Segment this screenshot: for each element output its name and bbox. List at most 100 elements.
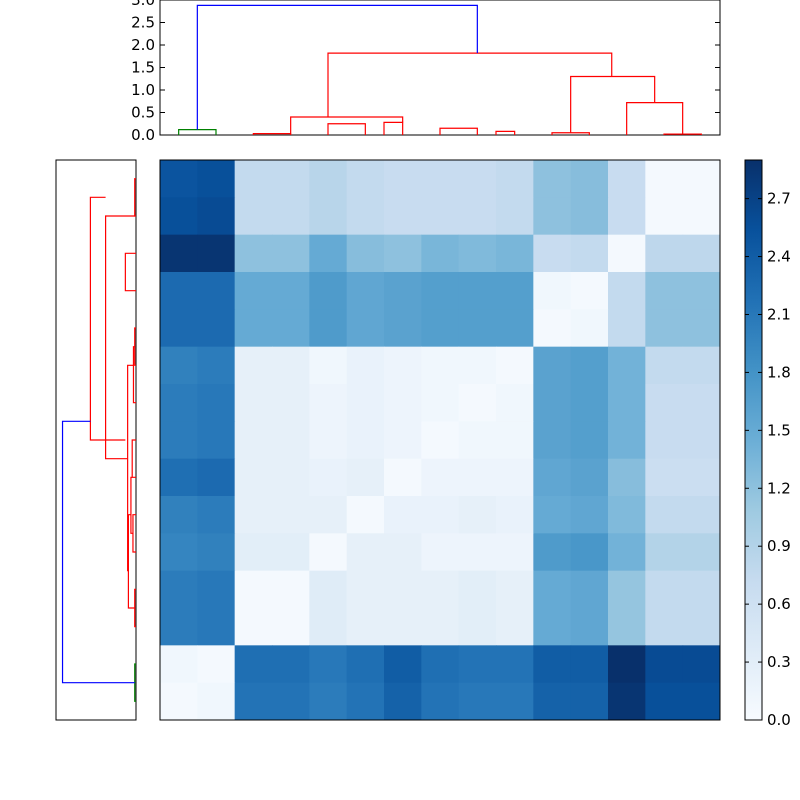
heatmap-cell-r10-c1 <box>197 533 236 572</box>
heatmap-cell-r7-c12 <box>608 421 646 460</box>
left-dendrogram-link-8 <box>127 514 135 609</box>
heatmap-cell-r8-c11 <box>570 458 609 497</box>
heatmap-cell-r6-c8 <box>458 384 497 422</box>
heatmap-cell-r2-c10 <box>533 234 572 273</box>
heatmap-cell-r12-c9 <box>496 608 534 646</box>
heatmap-cell-r2-c8 <box>458 234 497 273</box>
heatmap-cell-r14-c0 <box>160 682 198 721</box>
heatmap-cell-r4-c1 <box>197 309 236 348</box>
heatmap-cell-r11-c12 <box>608 570 646 609</box>
heatmap-cell-r11-c3 <box>272 570 310 609</box>
heatmap-cell-r8-c7 <box>421 458 460 497</box>
heatmap-cell-r14-c4 <box>309 682 348 721</box>
heatmap-cell-r12-c7 <box>421 608 460 646</box>
heatmap-cell-r9-c6 <box>384 496 422 534</box>
heatmap-cell-r3-c2 <box>234 272 273 310</box>
top-dendrogram-tick-label-0: 0.0 <box>131 126 155 144</box>
heatmap-cell-r0-c10 <box>533 160 572 198</box>
heatmap-cell-r6-c6 <box>384 384 422 422</box>
top-dendrogram-link-2 <box>327 123 366 135</box>
heatmap-cell-r11-c0 <box>160 570 198 609</box>
heatmap-cell-r7-c11 <box>570 421 609 460</box>
heatmap-cell-r1-c8 <box>458 197 497 236</box>
heatmap-cell-r12-c2 <box>234 608 273 646</box>
top-dendrogram-tick-label-3: 1.5 <box>131 59 155 77</box>
top-dendrogram-y-ticks: 0.0 0.5 1.0 1.5 2.0 2.5 3.0 <box>131 0 720 144</box>
heatmap-cell-r5-c5 <box>346 346 385 385</box>
heatmap-cell-r4-c12 <box>608 309 646 348</box>
heatmap-cell-r12-c10 <box>533 608 572 646</box>
left-dendrogram-link-0 <box>134 178 136 217</box>
heatmap-cell-r0-c4 <box>309 160 348 198</box>
heatmap-cell-r14-c13 <box>645 682 684 721</box>
heatmap-cell-r10-c7 <box>421 533 460 572</box>
heatmap-cell-r9-c2 <box>234 496 273 534</box>
heatmap-cell-r14-c6 <box>384 682 422 721</box>
heatmap-cell-r4-c3 <box>272 309 310 348</box>
heatmap-cell-r14-c7 <box>421 682 460 721</box>
heatmap-cell-r3-c7 <box>421 272 460 310</box>
heatmap-cell-r6-c10 <box>533 384 572 422</box>
top-dendrogram-link-1 <box>252 133 292 135</box>
heatmap-cell-r1-c7 <box>421 197 460 236</box>
heatmap-cell-r0-c6 <box>384 160 422 198</box>
heatmap-cell-r11-c14 <box>682 570 721 609</box>
heatmap-cell-r13-c13 <box>645 645 684 684</box>
heatmap-cell-r5-c2 <box>234 346 273 385</box>
heatmap-cell-r11-c5 <box>346 570 385 609</box>
heatmap-cell-r9-c8 <box>458 496 497 534</box>
colorbar-tick-label-8: 2.4 <box>767 248 791 266</box>
heatmap-cell-r2-c4 <box>309 234 348 273</box>
top-dendrogram-link-6 <box>290 116 404 134</box>
heatmap-cell-r5-c4 <box>309 346 348 385</box>
heatmap-cell-r0-c7 <box>421 160 460 198</box>
heatmap-cell-r3-c13 <box>645 272 684 310</box>
heatmap-cell-r0-c14 <box>682 160 721 198</box>
heatmap-cell-r14-c14 <box>682 682 721 721</box>
heatmap-cell-r6-c5 <box>346 384 385 422</box>
heatmap-cell-r12-c14 <box>682 608 721 646</box>
heatmap-cell-r13-c0 <box>160 645 198 684</box>
heatmap-cell-r11-c13 <box>645 570 684 609</box>
heatmap-cell-r13-c6 <box>384 645 422 684</box>
heatmap-cell-r0-c3 <box>272 160 310 198</box>
top-dendrogram-tick-label-4: 2.0 <box>131 36 155 54</box>
heatmap-cell-r8-c9 <box>496 458 534 497</box>
top-dendrogram-link-9 <box>626 101 684 135</box>
heatmap-cell-r10-c11 <box>570 533 609 572</box>
top-dendrogram: 0.0 0.5 1.0 1.5 2.0 2.5 3.0 <box>131 0 721 144</box>
left-dendrogram-link-3 <box>132 346 136 404</box>
heatmap-cell-r6-c1 <box>197 384 236 422</box>
heatmap-cell-r12-c0 <box>160 608 198 646</box>
heatmap-cell-r11-c4 <box>309 570 348 609</box>
heatmap-cell-r9-c13 <box>645 496 684 534</box>
heatmap-cell-r12-c5 <box>346 608 385 646</box>
heatmap-cell-r11-c9 <box>496 570 534 609</box>
heatmap-cell-r14-c2 <box>234 682 273 721</box>
heatmap-cell-r6-c4 <box>309 384 348 422</box>
heatmap-cell-r8-c2 <box>234 458 273 497</box>
heatmap-frame <box>159 159 721 721</box>
left-dendrogram-link-1 <box>124 252 136 292</box>
heatmap-cell-r2-c12 <box>608 234 646 273</box>
heatmap-cell-r13-c7 <box>421 645 460 684</box>
heatmap-cell-r4-c2 <box>234 309 273 348</box>
heatmap-cell-r11-c1 <box>197 570 236 609</box>
heatmap-cell-r9-c0 <box>160 496 198 534</box>
heatmap-cell-r1-c2 <box>234 197 273 236</box>
heatmap-cell-r0-c5 <box>346 160 385 198</box>
heatmap-cells <box>160 160 721 721</box>
top-dendrogram-links <box>178 4 702 135</box>
heatmap-cell-r8-c14 <box>682 458 721 497</box>
heatmap-cell-r4-c6 <box>384 309 422 348</box>
heatmap-cell-r10-c10 <box>533 533 572 572</box>
heatmap-cell-r11-c7 <box>421 570 460 609</box>
heatmap-cell-r3-c3 <box>272 272 310 310</box>
heatmap-cell-r4-c4 <box>309 309 348 348</box>
heatmap-cell-r1-c0 <box>160 197 198 236</box>
heatmap-cell-r3-c10 <box>533 272 572 310</box>
heatmap-cell-r6-c0 <box>160 384 198 422</box>
heatmap-cell-r12-c1 <box>197 608 236 646</box>
heatmap-cell-r5-c3 <box>272 346 310 385</box>
heatmap-cell-r12-c11 <box>570 608 609 646</box>
